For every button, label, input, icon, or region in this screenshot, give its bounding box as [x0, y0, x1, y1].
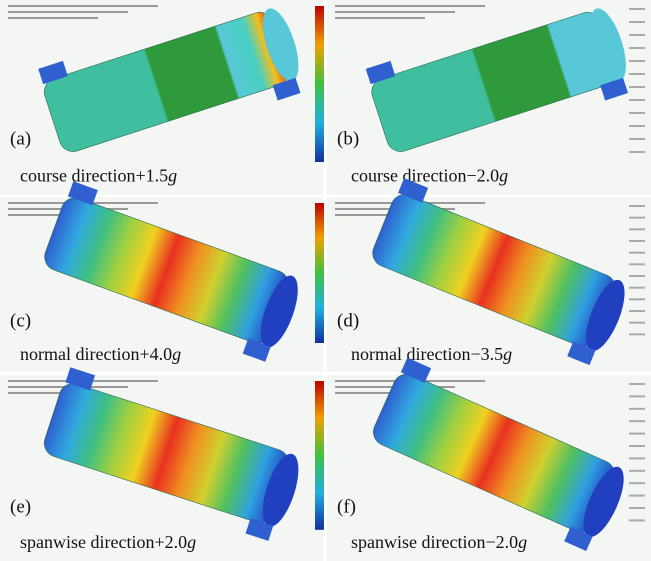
- figure: (a)course direction+1.5g(b)course direct…: [0, 0, 651, 561]
- panel-label: (c): [10, 311, 31, 332]
- caption-variable: g: [499, 165, 508, 185]
- scale-text: [629, 408, 645, 410]
- header-text-line: [335, 5, 485, 7]
- panel: (d) normal direction−3.5g: [315, 177, 651, 372]
- caption-text: course direction−2.0: [351, 165, 499, 185]
- scale-text: [629, 112, 645, 114]
- panel-label: (b): [337, 128, 359, 149]
- caption-text: spanwise direction+2.0: [20, 532, 187, 552]
- color-bar: [315, 6, 324, 162]
- scale-text: [629, 383, 645, 385]
- header-text-line: [335, 17, 425, 19]
- scale-text: [629, 395, 645, 397]
- caption-variable: g: [168, 165, 177, 185]
- panel: (e) spanwise direction+2.0g: [0, 367, 323, 561]
- scale-text: [629, 445, 645, 447]
- scale-text: [629, 482, 645, 484]
- caption-text: normal direction+4.0: [20, 344, 172, 364]
- panel: (a) course direction+1.5g: [0, 0, 323, 195]
- scale-text: [629, 73, 645, 75]
- scale-text: [629, 21, 645, 23]
- scale-text: [629, 240, 645, 242]
- scale-text: [629, 86, 645, 88]
- scale-text: [629, 310, 645, 312]
- panel-label: (e): [10, 497, 31, 518]
- color-bar: [315, 381, 324, 530]
- caption-variable: g: [518, 532, 527, 552]
- scale-text: [629, 298, 645, 300]
- header-text-line: [8, 5, 158, 7]
- panel-label: (f): [337, 497, 356, 518]
- scale-text: [629, 205, 645, 207]
- scale-text: [629, 507, 645, 509]
- caption-text: normal direction−3.5: [351, 344, 503, 364]
- scale-text: [629, 275, 645, 277]
- scale-text: [629, 252, 645, 254]
- panel-caption: course direction−2.0g: [351, 165, 508, 185]
- scale-text: [629, 125, 645, 127]
- scale-text: [629, 60, 645, 62]
- scale-text: [629, 263, 645, 265]
- scale-text: [629, 433, 645, 435]
- scale-text: [629, 34, 645, 36]
- scale-text: [629, 420, 645, 422]
- scale-text: [629, 333, 645, 335]
- caption-variable: g: [172, 344, 181, 364]
- panel: (b) course direction−2.0g: [315, 0, 651, 195]
- scale-text: [629, 8, 645, 10]
- scale-text: [629, 99, 645, 101]
- scale-text: [629, 228, 645, 230]
- panel-caption: spanwise direction+2.0g: [20, 532, 196, 552]
- scale-text: [629, 495, 645, 497]
- scale-text: [629, 287, 645, 289]
- color-bar: [315, 203, 324, 343]
- panel-caption: normal direction+4.0g: [20, 344, 181, 364]
- caption-variable: g: [503, 344, 512, 364]
- panel: (c) normal direction+4.0g: [0, 181, 323, 372]
- scale-text: [629, 457, 645, 459]
- header-text-line: [335, 11, 455, 13]
- caption-variable: g: [187, 532, 196, 552]
- scale-text: [629, 519, 645, 521]
- scale-text: [629, 470, 645, 472]
- panel-caption: normal direction−3.5g: [351, 344, 512, 364]
- scale-text: [629, 47, 645, 49]
- caption-text: spanwise direction−2.0: [351, 532, 518, 552]
- scale-text: [629, 138, 645, 140]
- header-text-line: [8, 11, 128, 13]
- panel-caption: course direction+1.5g: [20, 165, 177, 185]
- scale-text: [629, 322, 645, 324]
- scale-text: [629, 217, 645, 219]
- scale-text: [629, 151, 645, 153]
- header-text-line: [8, 17, 98, 19]
- panel: (f) spanwise direction−2.0g: [315, 357, 651, 561]
- panel-label: (a): [10, 128, 31, 149]
- panel-label: (d): [337, 311, 359, 332]
- panel-caption: spanwise direction−2.0g: [351, 532, 527, 552]
- caption-text: course direction+1.5: [20, 165, 168, 185]
